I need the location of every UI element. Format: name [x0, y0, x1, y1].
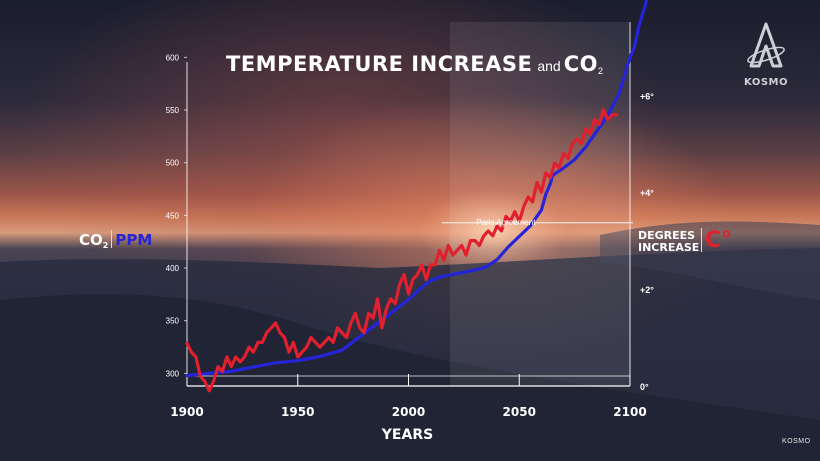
temperature-line [185, 108, 619, 393]
x-tick-label: 2100 [613, 405, 646, 419]
y-right-tick-label: +2° [640, 285, 654, 295]
y-right-tick-label: 0° [640, 382, 649, 392]
title-co2-sub: 2 [597, 66, 603, 76]
left-co2-sub: 2 [102, 241, 109, 250]
right-axis-label: DEGREES INCREASE C° [638, 228, 732, 254]
x-tick-label: 2000 [392, 405, 425, 419]
y-left-tick-label: 450 [166, 211, 180, 220]
y-left-tick-label: 400 [166, 264, 180, 273]
y-left-tick-label: 550 [166, 106, 180, 115]
right-line1: DEGREES [638, 229, 696, 242]
left-label-divider [111, 230, 113, 248]
y-left-tick-label: 350 [166, 317, 180, 326]
left-unit: PPM [115, 231, 153, 249]
y-left-tick-label: 300 [166, 369, 180, 378]
co2-line [185, 0, 649, 378]
right-label-divider [701, 228, 702, 252]
kosmo-logo: KOSMO [738, 22, 794, 88]
title-connector: and [537, 58, 561, 74]
brand-watermark: KOSMO [782, 438, 811, 445]
left-axis-label: CO2 PPM [79, 230, 152, 250]
right-unit: C° [705, 228, 733, 253]
logo-text: KOSMO [744, 77, 788, 88]
y-right-tick-label: +4° [640, 188, 654, 198]
left-co2: CO [79, 231, 103, 249]
x-axis-title: YEARS [381, 427, 433, 443]
chart-title: TEMPERATURE INCREASE and CO2 [226, 52, 603, 76]
x-tick-label: 1900 [170, 405, 203, 419]
y-right-tick-label: +6° [640, 91, 654, 101]
x-tick-label: 1950 [281, 405, 314, 419]
right-line2: INCREASE [638, 241, 700, 254]
x-tick-label: 2050 [503, 405, 536, 419]
paris-agreement-label: Paris Agreement [476, 218, 536, 227]
title-main: TEMPERATURE INCREASE [226, 52, 533, 76]
projection-shade [450, 22, 630, 386]
y-left-tick-label: 600 [166, 53, 180, 62]
y-left-tick-label: 500 [166, 159, 180, 168]
rocket-logo-icon [747, 22, 785, 68]
title-co2: CO [563, 52, 598, 76]
